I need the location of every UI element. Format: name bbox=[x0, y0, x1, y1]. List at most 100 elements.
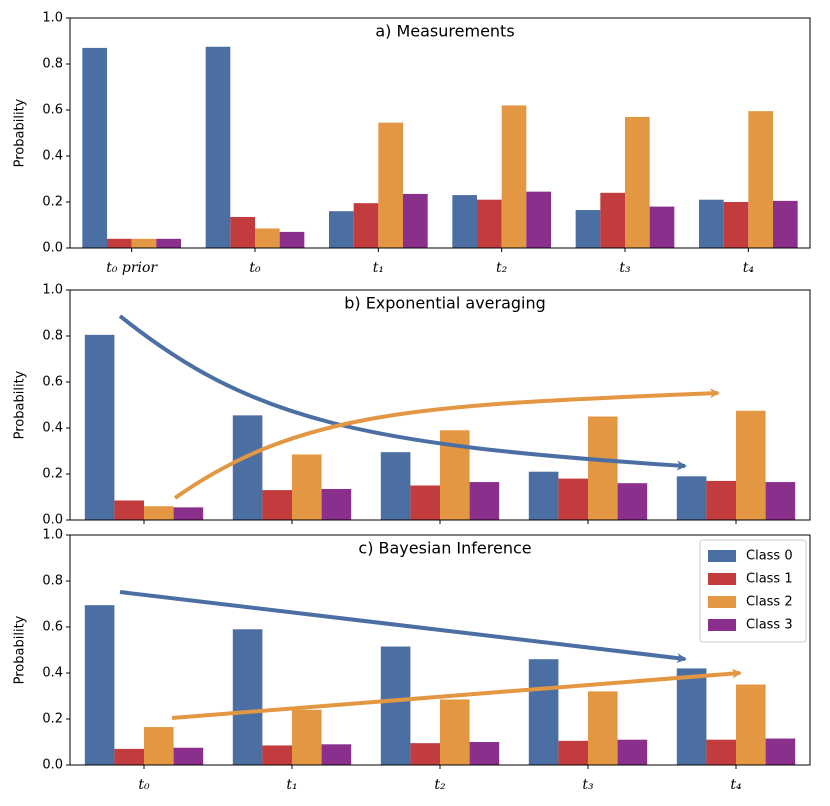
y-tick-label: 1.0 bbox=[42, 283, 63, 298]
bar bbox=[84, 605, 115, 765]
bar bbox=[262, 490, 292, 520]
bar bbox=[469, 742, 500, 765]
bar bbox=[736, 684, 766, 765]
bar bbox=[676, 668, 707, 765]
bar bbox=[558, 478, 588, 520]
bar bbox=[600, 192, 625, 248]
legend-swatch bbox=[708, 619, 736, 631]
bar bbox=[617, 483, 648, 520]
bar bbox=[588, 416, 618, 520]
bar bbox=[649, 206, 675, 248]
bar bbox=[378, 122, 403, 248]
y-tick-label: 0.8 bbox=[42, 57, 63, 72]
bar bbox=[144, 506, 174, 520]
bar bbox=[765, 482, 796, 520]
x-tick-label: t₁ bbox=[373, 260, 384, 276]
bar bbox=[501, 105, 527, 249]
y-tick-label: 0.4 bbox=[42, 421, 63, 436]
y-tick-label: 0.4 bbox=[42, 149, 63, 164]
y-axis-label: Probability bbox=[13, 98, 28, 167]
chart-title: c) Bayesian Inference bbox=[358, 539, 531, 558]
bar bbox=[403, 193, 428, 248]
legend-label: Class 0 bbox=[746, 549, 793, 564]
bar bbox=[173, 507, 204, 520]
bar bbox=[255, 228, 280, 248]
x-tick-label: t₃ bbox=[619, 260, 631, 276]
bar bbox=[410, 485, 440, 520]
y-tick-label: 0.4 bbox=[42, 666, 63, 681]
bar bbox=[526, 191, 551, 248]
trend-arrow bbox=[118, 314, 687, 471]
bar bbox=[625, 116, 650, 249]
bar bbox=[528, 471, 559, 520]
x-tick-label: t₄ bbox=[730, 777, 742, 793]
bar bbox=[699, 199, 724, 248]
y-axis-label: Probability bbox=[13, 370, 28, 439]
bar bbox=[107, 238, 132, 248]
bar bbox=[528, 659, 559, 765]
legend-label: Class 1 bbox=[746, 572, 793, 587]
bar bbox=[173, 747, 204, 765]
x-tick-label: t₀ bbox=[138, 777, 150, 793]
bar bbox=[706, 480, 736, 520]
y-tick-label: 0.6 bbox=[42, 375, 63, 390]
x-tick-label: t₃ bbox=[582, 777, 594, 793]
bar bbox=[262, 745, 292, 765]
bar bbox=[232, 415, 263, 520]
bar bbox=[617, 739, 648, 765]
y-tick-label: 0.6 bbox=[42, 620, 63, 635]
x-tick-label: t₀ bbox=[249, 260, 261, 276]
axes-frame bbox=[69, 534, 811, 766]
bar bbox=[131, 238, 157, 248]
y-axis-label: Probability bbox=[13, 615, 28, 684]
bar bbox=[440, 699, 470, 765]
x-tick-label: t₀ prior bbox=[106, 260, 158, 276]
bar bbox=[452, 195, 477, 248]
x-tick-label: t₄ bbox=[743, 260, 755, 276]
y-tick-label: 0.2 bbox=[42, 195, 63, 210]
bar bbox=[380, 452, 411, 520]
y-tick-label: 0.8 bbox=[42, 329, 63, 344]
bar bbox=[82, 47, 107, 249]
trend-arrow bbox=[171, 668, 742, 720]
y-tick-label: 0.2 bbox=[42, 712, 63, 727]
bar bbox=[410, 743, 440, 765]
bar bbox=[114, 500, 144, 520]
chart-title: a) Measurements bbox=[375, 22, 514, 41]
bar bbox=[279, 231, 305, 248]
bar bbox=[469, 482, 500, 520]
bar bbox=[232, 629, 263, 765]
bar bbox=[558, 740, 588, 765]
trend-arrow bbox=[173, 388, 720, 500]
x-tick-label: t₂ bbox=[496, 260, 508, 276]
bar bbox=[329, 211, 354, 248]
bar bbox=[353, 203, 379, 248]
bar bbox=[205, 46, 231, 248]
axes-frame bbox=[69, 17, 811, 249]
bar bbox=[706, 739, 736, 765]
bar bbox=[230, 216, 255, 248]
bar bbox=[156, 238, 181, 248]
legend-swatch bbox=[708, 550, 736, 562]
bar bbox=[144, 727, 174, 765]
y-tick-label: 0.0 bbox=[42, 241, 63, 256]
y-tick-label: 0.8 bbox=[42, 574, 63, 589]
x-tick-label: t₁ bbox=[286, 777, 297, 793]
x-tick-label: t₂ bbox=[434, 777, 446, 793]
y-tick-label: 0.2 bbox=[42, 467, 63, 482]
bar bbox=[736, 410, 766, 520]
legend-label: Class 3 bbox=[746, 618, 793, 633]
y-tick-label: 0.6 bbox=[42, 103, 63, 118]
legend: Class 0 Class 1 Class 2 Class 3 bbox=[699, 539, 807, 643]
bar bbox=[765, 738, 796, 765]
legend-label: Class 2 bbox=[746, 595, 793, 610]
bar bbox=[321, 744, 352, 765]
y-tick-label: 1.0 bbox=[42, 11, 63, 26]
bar bbox=[723, 202, 749, 248]
trend-arrow bbox=[119, 590, 687, 664]
bar bbox=[773, 200, 798, 248]
chart-title: b) Exponential averaging bbox=[344, 294, 546, 313]
bar bbox=[380, 646, 411, 765]
bar bbox=[748, 111, 773, 249]
